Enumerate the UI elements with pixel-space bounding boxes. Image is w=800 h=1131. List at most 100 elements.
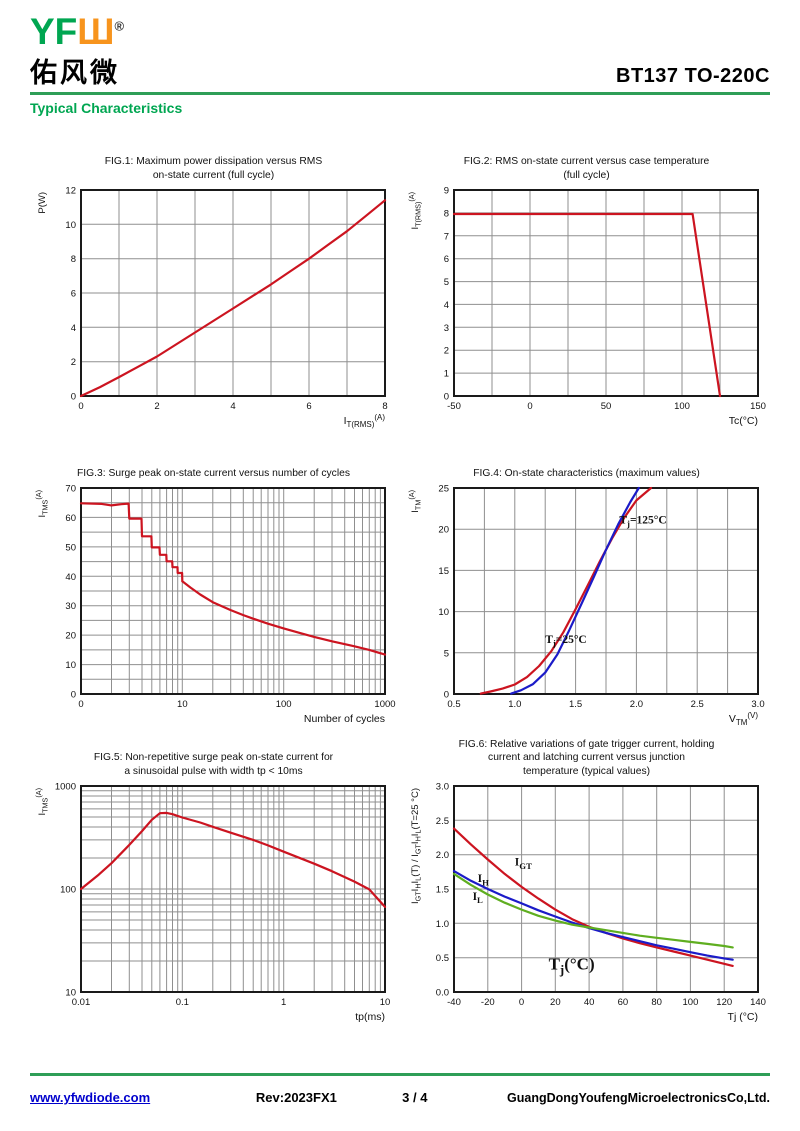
fig3-plot-border — [79, 487, 386, 696]
fig6-series-IH — [452, 870, 734, 961]
fig3-series-surge-vs-cycles — [79, 502, 386, 656]
page-number: 3 / 4 — [402, 1090, 428, 1105]
fig5-svg: 0.01 0.1 1 10 10 100 1000 tp(ms) ITMS(A) — [34, 782, 390, 1024]
fig6-x-tick: 0 — [518, 997, 523, 1008]
figure-2-title-line: FIG.2: RMS on-state current versus case … — [463, 156, 710, 168]
fig4-plot-border — [452, 487, 759, 696]
fig6-y-tick: 1.5 — [435, 885, 448, 896]
fig1-y-tick: 6 — [70, 289, 75, 300]
figure-6-title-line: FIG.6: Relative variations of gate trigg… — [458, 739, 715, 751]
fig3-svg: 0 10 100 1000 0 10 20 30 40 50 60 70 Number of cycle… — [34, 484, 395, 726]
fig4-annotation: Tj=125°C — [619, 515, 666, 529]
fig4-y-tick: 25 — [438, 484, 449, 495]
fig6-annotation: IH — [477, 873, 488, 887]
logo-yf-text: YF — [30, 11, 78, 52]
figure-1-title-line: on-state current (full cycle) — [152, 169, 275, 181]
fig4-y-axis-label: ITM(A) — [407, 490, 422, 513]
fig6-annotation: Tj(°C) — [548, 954, 594, 977]
company-name: GuangDongYoufengMicroelectronicsCo,Ltd. — [507, 1090, 770, 1105]
fig2-grid — [453, 189, 758, 397]
fig3-y-tick: 10 — [65, 660, 76, 671]
charts-grid: FIG.1: Maximum power dissipation versus … — [30, 138, 770, 1030]
figure-6-title-line: current and latching current versus junc… — [488, 752, 685, 764]
figure-4: FIG.4: On-state characteristics (maximum… — [403, 436, 770, 732]
fig4-y-tick: 5 — [443, 648, 448, 659]
fig1-y-tick: 12 — [65, 186, 76, 197]
fig5-x-tick: 1 — [281, 997, 286, 1008]
footer-row: www.yfwdiode.com Rev:2023FX1 3 / 4 Guang… — [30, 1090, 770, 1105]
fig2-x-tick: -50 — [447, 401, 461, 412]
fig6-x-tick: -40 — [447, 997, 461, 1008]
fig4-y-tick: 0 — [443, 690, 448, 701]
figure-5-title-line: a sinusoidal pulse with width tp < 10ms — [124, 765, 303, 777]
fig1-y-tick: 10 — [65, 220, 76, 231]
section-title: Typical Characteristics — [30, 100, 183, 117]
figure-5-plot: 0.01 0.1 1 10 10 100 1000 tp(ms) ITMS(A) — [31, 778, 397, 1030]
fig1-x-tick: 0 — [78, 401, 83, 412]
fig3-y-tick: 70 — [65, 484, 76, 495]
fig2-y-tick: 2 — [443, 346, 448, 357]
fig6-x-tick: -20 — [480, 997, 494, 1008]
fig3-x-tick: 0 — [78, 699, 83, 710]
figure-3-title: FIG.3: Surge peak on-state current versu… — [77, 436, 350, 480]
fig4-annotation: Tj=25°C — [545, 634, 587, 648]
fig5-series-non-repetitive-surge — [79, 811, 386, 909]
fig4-grid — [453, 487, 758, 695]
header-divider — [30, 92, 770, 96]
fig4-x-tick: 3.0 — [751, 699, 764, 710]
figure-5-title: FIG.5: Non-repetitive surge peak on-stat… — [94, 734, 333, 778]
figure-5: FIG.5: Non-repetitive surge peak on-stat… — [30, 734, 397, 1030]
fig2-x-tick: 150 — [750, 401, 766, 412]
fig2-y-tick: 0 — [443, 392, 448, 403]
footer-divider — [30, 1073, 770, 1076]
header: YFШ® 佑风微 BT137 TO-220C — [30, 11, 770, 90]
footer: www.yfwdiode.com Rev:2023FX1 3 / 4 Guang… — [30, 1073, 770, 1105]
fig4-y-tick: 10 — [438, 607, 449, 618]
fig2-plot-border — [452, 189, 759, 398]
fig2-y-tick: 7 — [443, 231, 448, 242]
fig2-y-tick: 6 — [443, 254, 448, 265]
fig6-annotation: IGT — [514, 857, 531, 871]
fig1-x-axis-label: IT(RMS)(A) — [343, 413, 385, 429]
fig1-series-power-dissipation — [79, 199, 386, 398]
fig1-y-tick: 2 — [70, 357, 75, 368]
fig4-x-tick: 1.0 — [508, 699, 521, 710]
figure-6-title: FIG.6: Relative variations of gate trigg… — [459, 734, 715, 778]
fig6-y-tick: 1.0 — [435, 919, 448, 930]
fig5-y-tick: 1000 — [54, 782, 75, 793]
fig4-x-tick: 2.0 — [629, 699, 642, 710]
fig3-y-tick: 50 — [65, 542, 76, 553]
fig1-svg: 0 2 4 6 8 0 2 4 6 8 10 12 IT(RMS)(A) P(W) — [37, 186, 388, 429]
fig2-y-tick: 3 — [443, 323, 448, 334]
fig6-y-tick: 3.0 — [435, 782, 448, 793]
figure-6-plot: -40 -20 0 20 40 60 80 100 120 140 0.0 0.5 1.0 1.5 2.0 2… — [404, 778, 770, 1030]
fig3-y-tick: 0 — [70, 690, 75, 701]
fig4-x-tick: 2.5 — [690, 699, 703, 710]
fig6-x-tick: 140 — [750, 997, 766, 1008]
fig5-grid — [80, 785, 385, 993]
fig1-x-tick: 6 — [306, 401, 311, 412]
fig5-y-tick: 100 — [60, 885, 76, 896]
fig2-x-tick: 0 — [527, 401, 532, 412]
fig2-y-tick: 4 — [443, 300, 448, 311]
fig4-series-tj-25C — [509, 487, 640, 695]
fig6-x-tick: 80 — [651, 997, 662, 1008]
figure-6-title-line: temperature (typical values) — [522, 765, 651, 777]
fig3-y-tick: 30 — [65, 601, 76, 612]
figure-4-title-line: FIG.4: On-state characteristics (maximum… — [473, 467, 700, 479]
fig4-y-tick: 15 — [438, 566, 449, 577]
fig4-svg: 0.5 1.0 1.5 2.0 2.5 3.0 0 5 10 15 20 25 VTM(V) ITM(A)… — [407, 484, 764, 727]
fig4-x-tick: 0.5 — [447, 699, 460, 710]
fig5-y-axis-label: ITMS(A) — [34, 788, 49, 816]
figure-5-title-line: FIG.5: Non-repetitive surge peak on-stat… — [93, 752, 334, 764]
fig3-y-tick: 60 — [65, 513, 76, 524]
fig2-y-tick: 9 — [443, 186, 448, 197]
fig6-y-tick: 2.0 — [435, 850, 448, 861]
website-link[interactable]: www.yfwdiode.com — [30, 1090, 151, 1105]
fig1-y-axis-label: P(W) — [37, 192, 48, 214]
fig6-annotation: IL — [472, 891, 482, 905]
fig1-x-tick: 4 — [230, 401, 235, 412]
fig2-series-rms-current-limit — [452, 213, 721, 398]
figure-2-title-line: (full cycle) — [563, 169, 610, 181]
